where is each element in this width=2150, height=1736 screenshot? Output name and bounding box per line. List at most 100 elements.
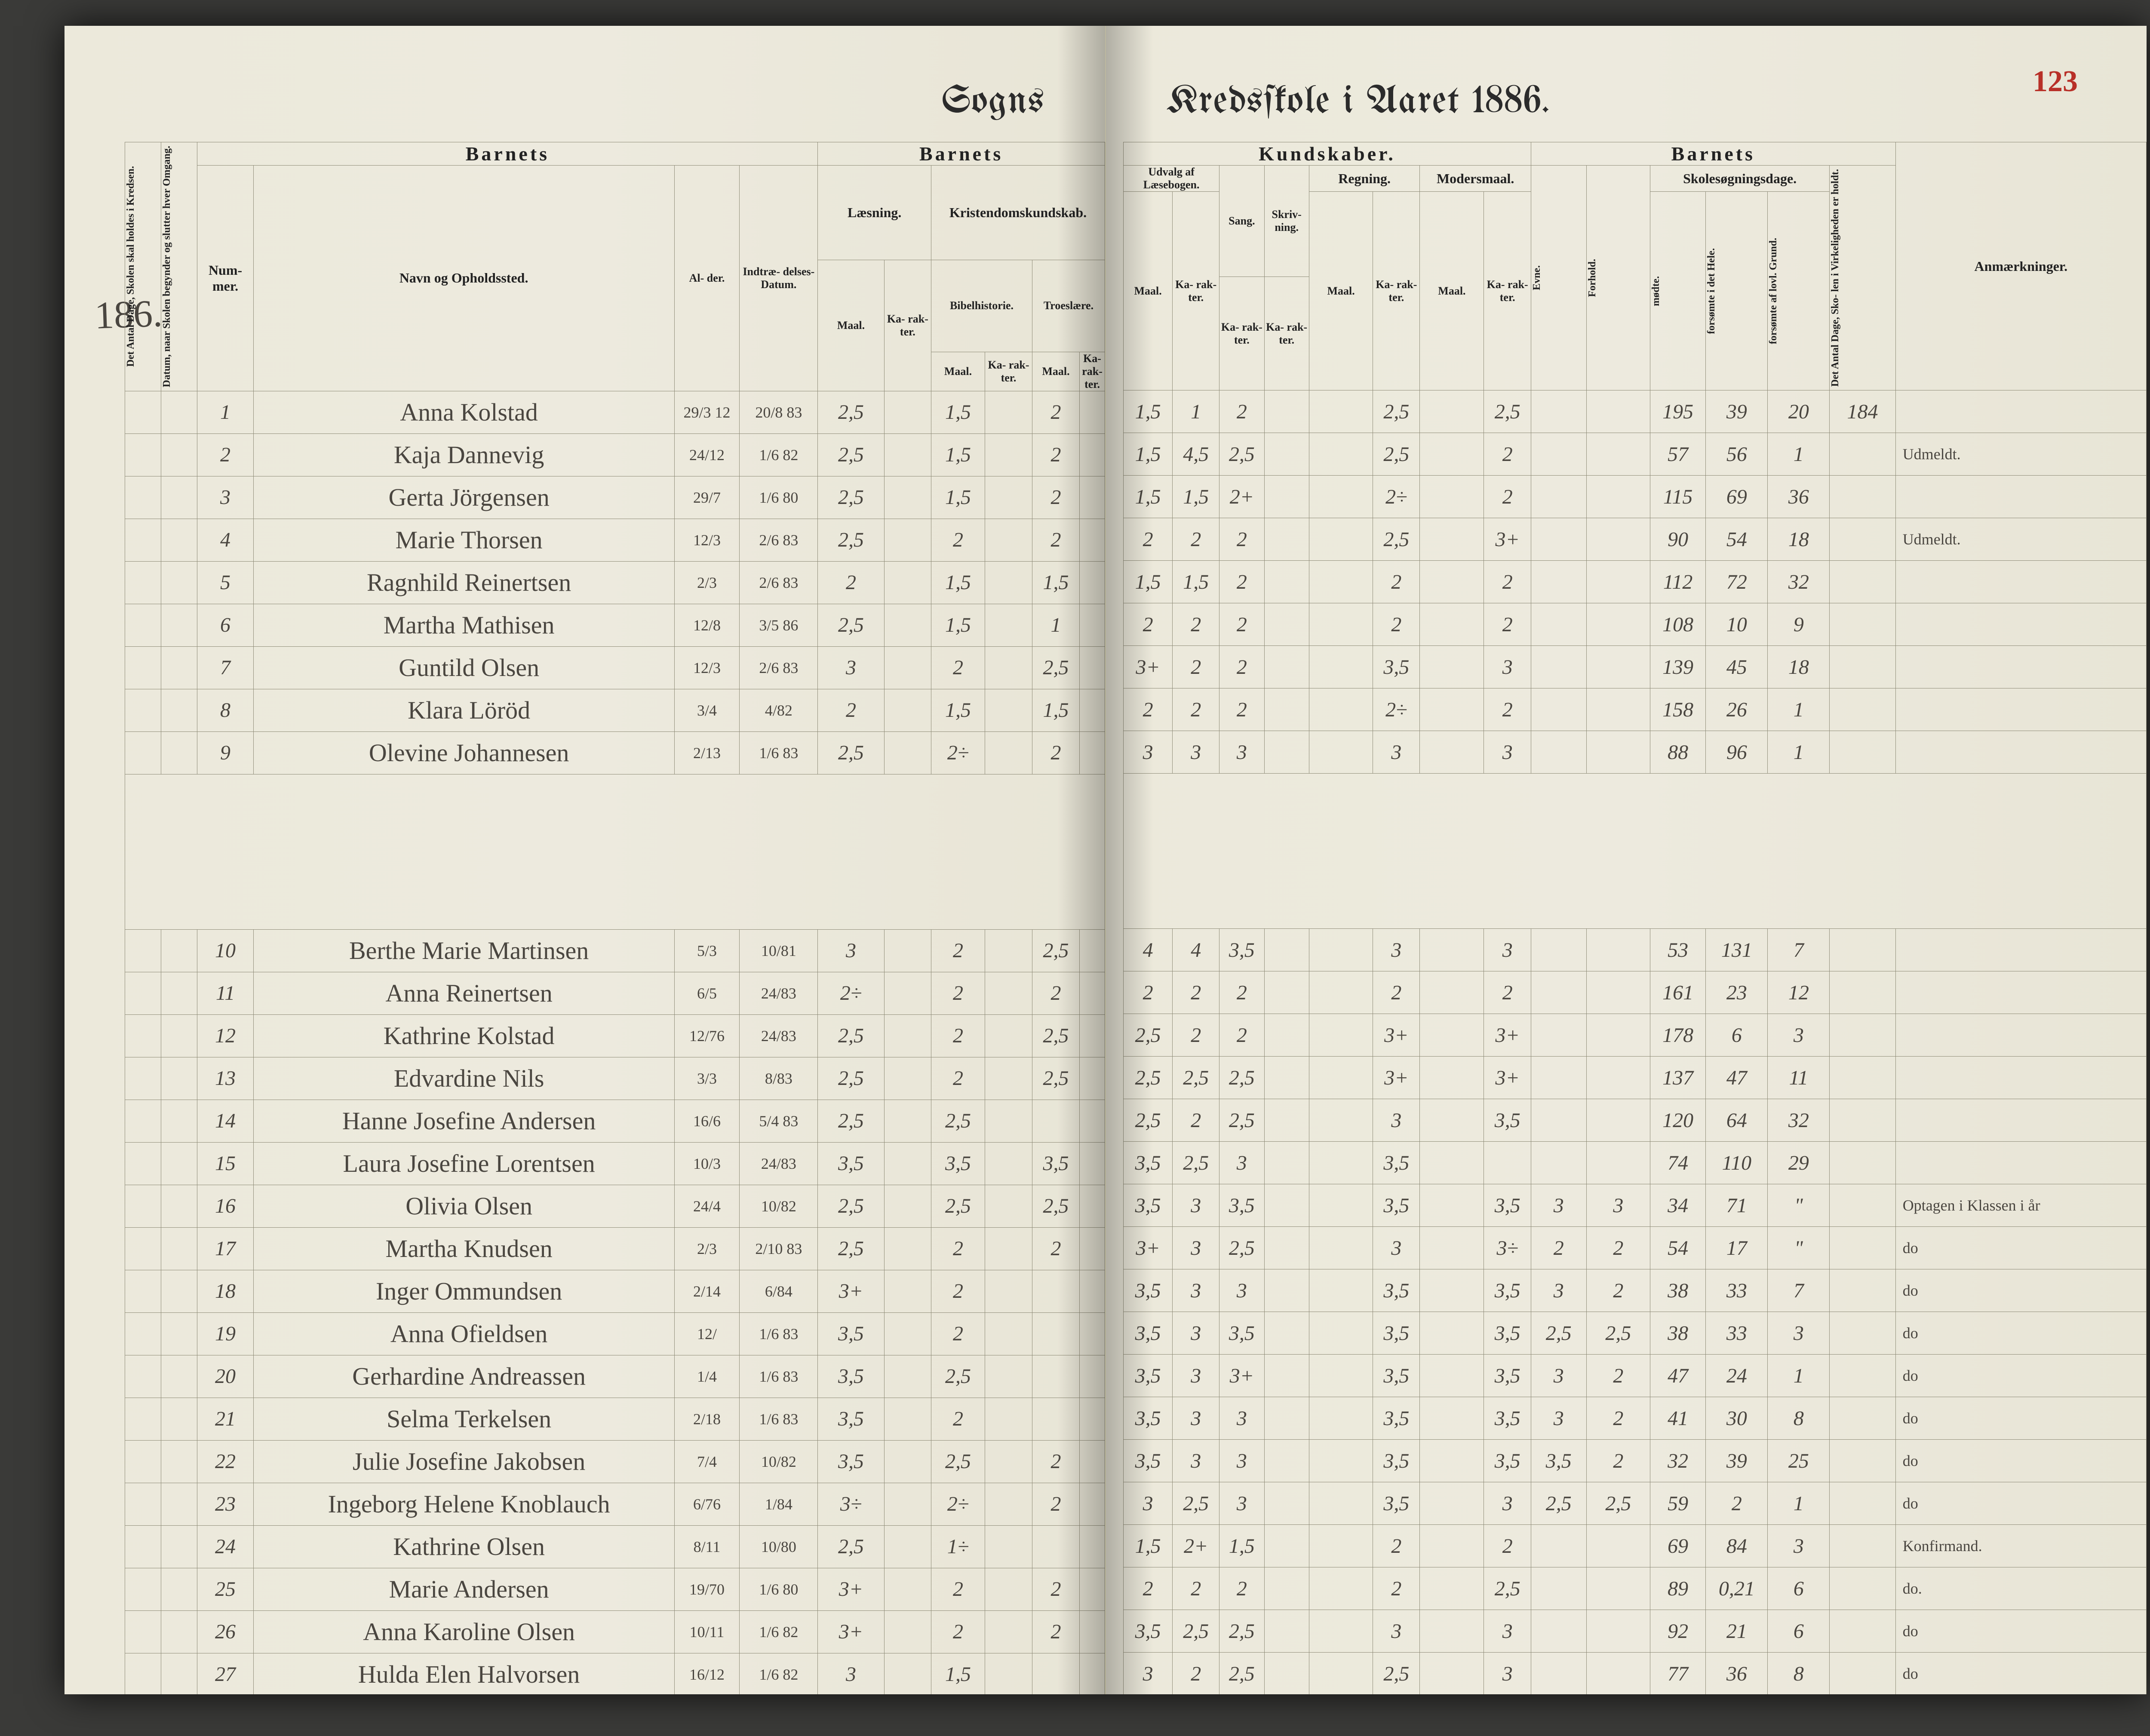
cell-l1: 3÷ [818,1483,884,1525]
cell-u2: 3 [1173,1269,1219,1312]
cell-d4 [1830,1184,1896,1227]
cell-b2 [985,1568,1032,1610]
cell-skriv [1264,390,1309,433]
cell-u2: 2,5 [1173,1142,1219,1184]
cell-evne [1531,1653,1586,1694]
cell-t1 [1032,1312,1079,1355]
hdr-troes: Troeslære. [1032,260,1105,352]
cell-skriv [1264,1057,1309,1099]
cell-sang: 3 [1219,1440,1264,1482]
cell-d4 [1830,1312,1896,1355]
hdr-alder: Al- der. [674,166,740,391]
cell-l1: 2,5 [818,1185,884,1227]
cell-name: Ragnhild Reinertsen [253,561,674,604]
cell-alder: 16/6 [674,1100,740,1142]
cell-t1: 2 [1032,1568,1079,1610]
cell-skriv [1264,1014,1309,1057]
cell-num: 12 [197,1014,253,1057]
cell-u1: 3,5 [1124,1269,1173,1312]
cell-anm [1895,390,2146,433]
cell-l2 [884,1100,931,1142]
cell-num: 14 [197,1100,253,1142]
cell-t1: 2 [1032,391,1079,433]
cell-m2: 3 [1484,1482,1531,1525]
cell-m2: 3 [1484,1610,1531,1653]
cell-forhold: 2 [1586,1269,1650,1312]
cell-d2: 110 [1706,1142,1768,1184]
cell-d1: 139 [1650,646,1706,688]
cell-m2: 3 [1484,1653,1531,1694]
cell-indtr: 4/82 [740,689,818,731]
cell-l1: 3 [818,646,884,689]
cell-d2: 26 [1706,688,1768,731]
cell-l1: 3 [818,1653,884,1694]
cell-m1 [1420,518,1484,561]
cell-r2: 2÷ [1373,476,1420,518]
cell-m2: 2 [1484,433,1531,476]
cell-b2 [985,646,1032,689]
cell-l1: 3,5 [818,1142,884,1185]
cell-evne [1531,929,1586,971]
cell-anm: Udmeldt. [1895,433,2146,476]
cell-m1 [1420,971,1484,1014]
cell-t2 [1080,561,1105,604]
cell-l2 [884,1440,931,1483]
cell-d2: 56 [1706,433,1768,476]
cell-d4 [1830,1142,1896,1184]
cell-d3: 36 [1768,476,1830,518]
cell-forhold [1586,731,1650,774]
cell-skriv [1264,1355,1309,1397]
cell-num: 6 [197,604,253,646]
table-row: 3,5 3 3,5 3,5 3,5 2,5 2,5 38 33 3 do [1124,1312,2147,1355]
cell-sang: 1,5 [1219,1525,1264,1567]
cell-d1: 161 [1650,971,1706,1014]
cell-b1: 2 [931,646,985,689]
cell-u2: 2 [1173,1014,1219,1057]
cell-d3: 6 [1768,1610,1830,1653]
cell-u2: 2 [1173,518,1219,561]
cell-m1 [1420,1014,1484,1057]
cell-l1: 2,5 [818,391,884,433]
cell-r2: 3 [1373,1099,1420,1142]
cell-t2 [1080,689,1105,731]
cell-r1 [1309,1440,1373,1482]
cell-name: Anna Kolstad [253,391,674,433]
cell-anm [1895,1057,2146,1099]
hdr-kristendom: Kristendomskundskab. [931,166,1105,260]
cell-skriv [1264,1482,1309,1525]
cell-evne [1531,1567,1586,1610]
cell-alder: 19/70 [674,1568,740,1610]
table-row: 9 Olevine Johannesen 2/13 1/6 83 2,5 2÷ … [125,731,1105,774]
cell-forhold [1586,1653,1650,1694]
cell-m1 [1420,1610,1484,1653]
cell-t2 [1080,1440,1105,1483]
table-row: 2 2 2 2÷ 2 158 26 1 [1124,688,2147,731]
cell-forhold [1586,1525,1650,1567]
cell-t2 [1080,1227,1105,1270]
cell-b1: 1,5 [931,604,985,646]
cell-indtr: 1/6 82 [740,433,818,476]
cell-forhold: 2,5 [1586,1312,1650,1355]
cell-d1: 178 [1650,1014,1706,1057]
cell-b1: 2,5 [931,1440,985,1483]
table-row: 1,5 1 2 2,5 2,5 195 39 20 184 [1124,390,2147,433]
cell-u2: 2 [1173,1653,1219,1694]
cell-num: 3 [197,476,253,519]
cell-l1: 2,5 [818,1227,884,1270]
cell-b2 [985,731,1032,774]
cell-r2: 2,5 [1373,1653,1420,1694]
hdr-l-kar: Ka- rak- ter. [884,260,931,391]
table-row: 1,5 1,5 2 2 2 112 72 32 [1124,561,2147,603]
cell-r2: 2 [1373,561,1420,603]
cell-t2 [1080,1355,1105,1398]
cell-sang: 2,5 [1219,433,1264,476]
cell-d4 [1830,1227,1896,1269]
table-row: 3 2 2,5 2,5 3 77 36 8 do [1124,1653,2147,1694]
cell-r1 [1309,1482,1373,1525]
table-row: 22 Julie Josefine Jakobsen 7/4 10/82 3,5… [125,1440,1105,1483]
cell-d4 [1830,1525,1896,1567]
cell-anm [1895,971,2146,1014]
cell-evne [1531,1142,1586,1184]
cell-anm: do [1895,1653,2146,1694]
cell-d1: 53 [1650,929,1706,971]
